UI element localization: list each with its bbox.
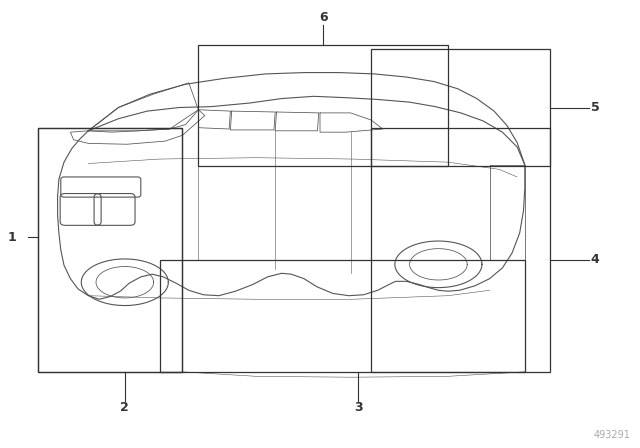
Bar	[371, 49, 550, 166]
Text: 6: 6	[319, 11, 328, 25]
Bar	[160, 260, 525, 372]
Text: 4: 4	[591, 253, 600, 267]
Bar	[38, 128, 182, 372]
Text: 1: 1	[7, 231, 16, 244]
Text: 5: 5	[591, 101, 600, 114]
Bar	[38, 128, 182, 372]
Bar	[371, 128, 550, 372]
Text: 493291: 493291	[593, 430, 630, 440]
Text: 3: 3	[354, 401, 363, 414]
Text: 2: 2	[120, 401, 129, 414]
Bar	[198, 45, 448, 166]
